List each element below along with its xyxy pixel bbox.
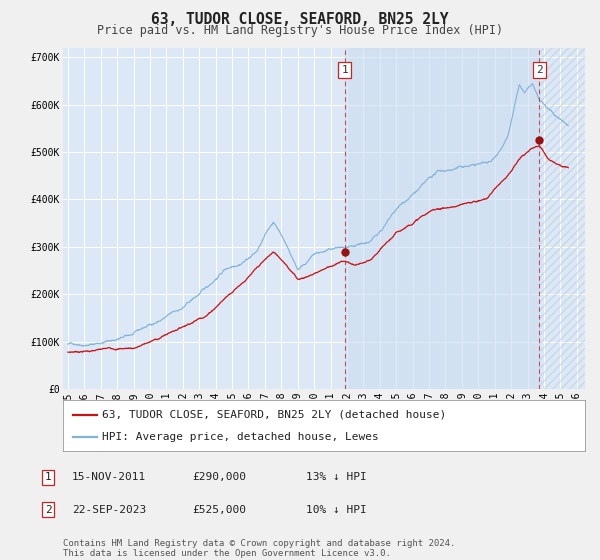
Text: 2: 2: [44, 505, 52, 515]
Text: HPI: Average price, detached house, Lewes: HPI: Average price, detached house, Lewe…: [102, 432, 379, 442]
Text: 10% ↓ HPI: 10% ↓ HPI: [306, 505, 367, 515]
Text: 1: 1: [44, 472, 52, 482]
Text: 15-NOV-2011: 15-NOV-2011: [72, 472, 146, 482]
Text: Price paid vs. HM Land Registry's House Price Index (HPI): Price paid vs. HM Land Registry's House …: [97, 24, 503, 36]
Text: 2: 2: [536, 65, 543, 75]
Bar: [539, 48, 585, 389]
Text: Contains HM Land Registry data © Crown copyright and database right 2024.
This d: Contains HM Land Registry data © Crown c…: [63, 539, 455, 558]
Bar: [345, 48, 539, 389]
Text: 63, TUDOR CLOSE, SEAFORD, BN25 2LY (detached house): 63, TUDOR CLOSE, SEAFORD, BN25 2LY (deta…: [102, 409, 446, 419]
Text: 22-SEP-2023: 22-SEP-2023: [72, 505, 146, 515]
Text: 63, TUDOR CLOSE, SEAFORD, BN25 2LY: 63, TUDOR CLOSE, SEAFORD, BN25 2LY: [151, 12, 449, 27]
Text: 13% ↓ HPI: 13% ↓ HPI: [306, 472, 367, 482]
Text: £525,000: £525,000: [192, 505, 246, 515]
Text: 1: 1: [341, 65, 348, 75]
Text: £290,000: £290,000: [192, 472, 246, 482]
